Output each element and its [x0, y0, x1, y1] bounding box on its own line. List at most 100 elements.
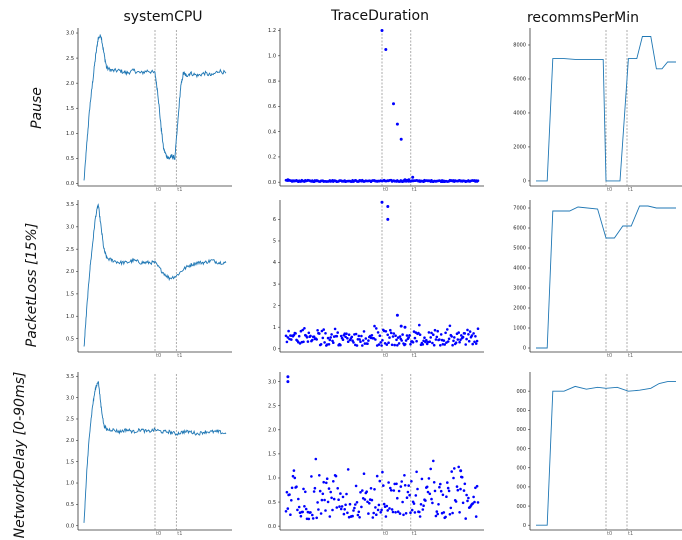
y-tick-label: 000 [516, 446, 526, 452]
scatter-point [423, 336, 426, 340]
scatter-point-outlier [411, 175, 415, 179]
scatter-point [398, 512, 402, 515]
scatter-point-outlier [380, 29, 384, 32]
scatter-point [380, 344, 383, 347]
scatter-point [330, 333, 333, 336]
scatter-point [422, 504, 425, 508]
scatter-point [361, 339, 365, 342]
scatter-point [452, 476, 455, 480]
scatter-point [455, 485, 459, 488]
scatter-point [303, 505, 306, 508]
scatter-point [313, 486, 317, 490]
event-marker-label: t0 [383, 531, 388, 537]
scatter-point [352, 509, 355, 512]
series-line [536, 36, 676, 182]
scatter-point [467, 339, 471, 343]
scatter-point [341, 495, 345, 499]
y-tick-label: 3 [273, 282, 276, 288]
scatter-point [405, 496, 409, 500]
event-marker-label: t0 [156, 187, 161, 193]
scatter-point [473, 340, 476, 344]
scatter-point [384, 515, 388, 518]
scatter-point [466, 499, 469, 503]
series-line [536, 205, 676, 349]
y-tick-label: 000 [516, 389, 526, 395]
scatter-point [312, 335, 316, 339]
scatter-point [299, 514, 303, 518]
scatter-point [284, 334, 288, 338]
scatter-point [287, 329, 290, 333]
scatter-point [319, 512, 323, 515]
scatter-point [431, 501, 434, 505]
scatter-point-outlier [459, 469, 463, 473]
scatter-point [400, 480, 404, 483]
scatter-point [405, 334, 409, 337]
scatter-point [445, 495, 448, 499]
scatter-point [337, 498, 340, 502]
y-tick-label: 1.2 [268, 28, 276, 34]
panel-r0-c2: 0 2000 4000 6000 8000 t0 t1 [513, 28, 682, 193]
scatter-point [432, 459, 435, 463]
scatter-point [376, 508, 380, 512]
scatter-point [380, 508, 383, 512]
scatter-point [386, 333, 390, 337]
scatter-point [367, 512, 370, 515]
scatter-point [467, 333, 470, 336]
scatter-point [468, 330, 472, 333]
scatter-point [361, 344, 364, 347]
scatter-point [344, 335, 347, 339]
y-tick-label: 0 [523, 179, 526, 185]
scatter-point [427, 477, 431, 480]
scatter-point [288, 493, 291, 496]
y-tick-label: 3.0 [268, 379, 276, 385]
y-tick-label: 2.5 [66, 247, 74, 253]
scatter-point [362, 472, 366, 476]
scatter-point [450, 470, 454, 473]
scatter-point [425, 485, 429, 489]
scatter-point [339, 492, 342, 495]
y-tick-label: 2.5 [66, 417, 74, 423]
y-tick-label: 2.0 [66, 81, 74, 87]
scatter-point [414, 494, 418, 497]
scatter-point [402, 513, 405, 517]
scatter-point [392, 332, 396, 335]
y-tick-label: 0.0 [66, 181, 74, 187]
scatter-point [475, 339, 479, 343]
y-tick-label: 7000 [513, 206, 526, 212]
scatter-point [397, 489, 401, 493]
scatter-point [390, 343, 394, 347]
y-tick-label: 000 [516, 408, 526, 414]
scatter-point [340, 505, 344, 508]
y-tick-label: 000 [516, 504, 526, 510]
scatter-point [464, 343, 468, 346]
scatter-point [350, 335, 354, 339]
scatter-point [459, 338, 462, 342]
scatter-point [437, 503, 440, 506]
scatter-point [476, 179, 480, 182]
scatter-point [433, 328, 437, 332]
scatter-point [332, 497, 336, 501]
scatter-point [474, 342, 478, 345]
series-line [83, 203, 227, 347]
scatter-point [291, 474, 295, 478]
scatter-point [442, 339, 446, 342]
event-marker-label: t0 [607, 187, 612, 193]
scatter-point [307, 517, 311, 521]
scatter-point [428, 492, 432, 496]
scatter-point [366, 342, 369, 346]
y-tick-label: 0.2 [268, 155, 276, 161]
event-marker-label: t0 [383, 353, 388, 359]
y-tick-label: 0.5 [66, 156, 74, 162]
scatter-point [303, 327, 306, 330]
event-marker-label: t0 [156, 353, 161, 359]
scatter-point [385, 343, 389, 346]
y-tick-label: 2.0 [268, 428, 276, 434]
y-tick-label: 8000 [513, 43, 526, 49]
scatter-point [312, 490, 316, 493]
scatter-point [475, 484, 479, 488]
scatter-point [344, 503, 347, 507]
scatter-point [446, 340, 450, 343]
scatter-point [347, 333, 351, 337]
scatter-point [334, 474, 338, 478]
y-tick-label: 2.5 [66, 56, 74, 62]
